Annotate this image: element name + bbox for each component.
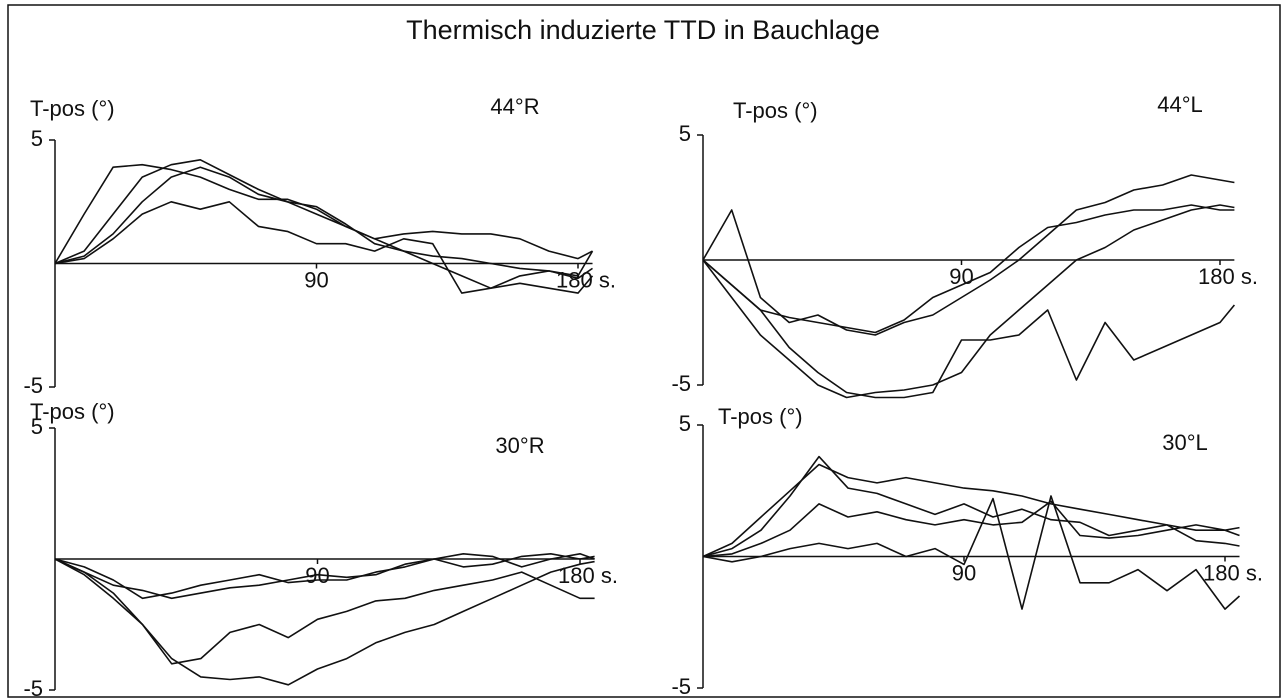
y-tick-label: -5 <box>23 676 43 700</box>
y-axis-label: T-pos (°) <box>718 404 803 429</box>
y-tick-label: 5 <box>31 414 43 439</box>
figure-title: Thermisch induzierte TTD in Bauchlage <box>406 15 880 45</box>
y-axis-label: T-pos (°) <box>30 96 115 121</box>
panel-title: 44°R <box>490 94 539 119</box>
x-tick-label: 180 s. <box>1198 264 1258 289</box>
trace <box>54 163 593 264</box>
trace <box>54 159 594 289</box>
x-tick-label: 180 s. <box>558 563 618 588</box>
trace <box>54 166 593 280</box>
trace <box>54 553 595 600</box>
panel-title: 30°L <box>1162 430 1208 455</box>
y-tick-label: 5 <box>679 121 691 146</box>
trace <box>702 495 1241 610</box>
trace <box>702 204 1235 334</box>
y-tick-label: -5 <box>671 674 691 699</box>
panel-title: 30°R <box>495 433 544 458</box>
trace <box>702 500 1240 558</box>
trace <box>702 463 1240 558</box>
panel-title: 44°L <box>1157 92 1203 117</box>
y-tick-label: 5 <box>31 126 43 151</box>
x-tick-label: 90 <box>304 267 328 292</box>
y-tick-label: 5 <box>679 411 691 436</box>
trace <box>702 259 1236 399</box>
trace <box>702 204 1235 399</box>
y-tick-label: -5 <box>671 371 691 396</box>
trace <box>54 558 595 686</box>
y-tick-label: -5 <box>23 373 43 398</box>
y-axis-label: T-pos (°) <box>733 98 818 123</box>
trace <box>702 174 1235 336</box>
trace <box>54 201 594 294</box>
trace <box>702 455 1240 558</box>
trace <box>54 553 595 600</box>
x-tick-label: 180 s. <box>1203 560 1263 585</box>
x-tick-label: 180 s. <box>556 267 616 292</box>
y-axis-label: T-pos (°) <box>30 399 115 424</box>
